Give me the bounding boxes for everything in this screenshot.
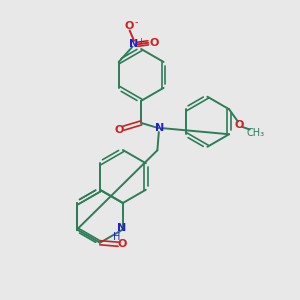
- Text: O: O: [118, 239, 127, 249]
- Text: O: O: [149, 38, 159, 48]
- Text: -: -: [134, 17, 138, 28]
- Text: N: N: [117, 223, 126, 233]
- Text: CH₃: CH₃: [247, 128, 265, 138]
- Text: N: N: [129, 39, 139, 49]
- Text: O: O: [235, 119, 244, 130]
- Text: N: N: [155, 123, 164, 133]
- Text: H: H: [113, 232, 120, 242]
- Text: O: O: [114, 125, 124, 135]
- Text: +: +: [137, 38, 144, 46]
- Text: O: O: [125, 21, 134, 31]
